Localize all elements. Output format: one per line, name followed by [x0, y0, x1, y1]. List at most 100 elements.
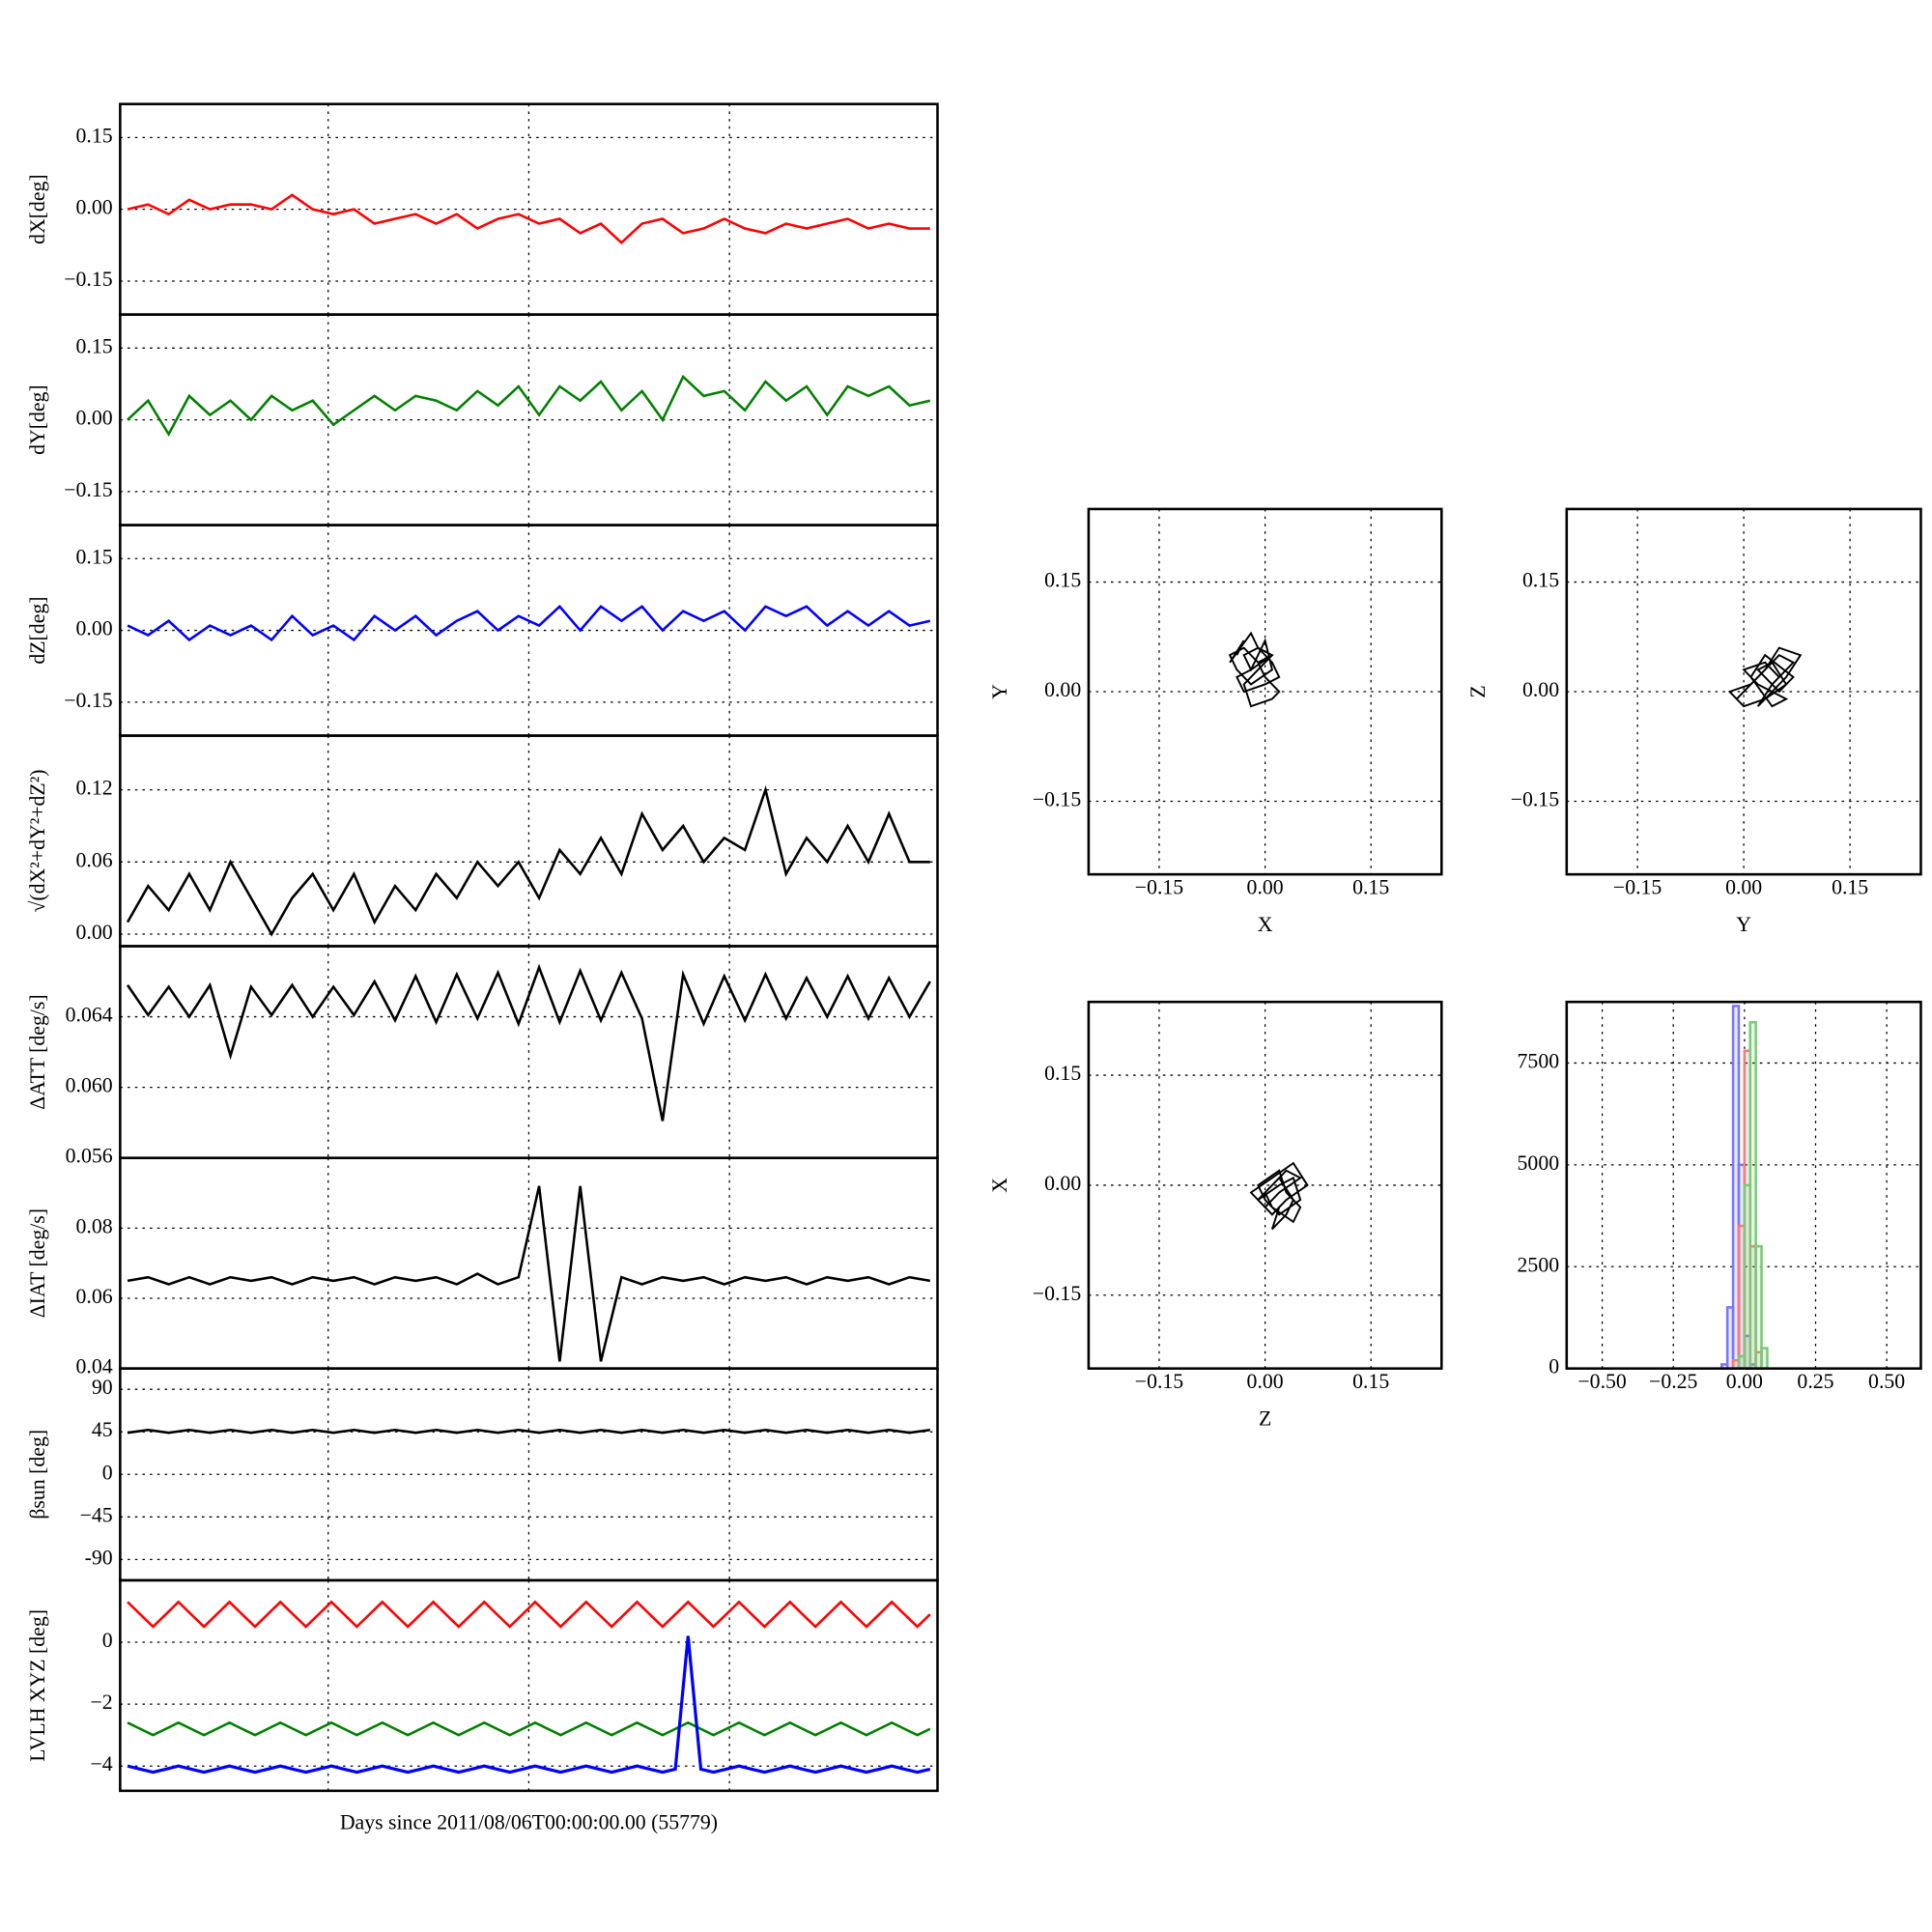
- y-axis-label: √(dX²+dY²+dZ²): [26, 769, 49, 912]
- series-line: [126, 963, 931, 1122]
- x-tick-label: 0.00: [1247, 1370, 1284, 1393]
- series-line: [127, 1720, 931, 1737]
- x-tick-label: 0.00: [1726, 1370, 1763, 1393]
- y-axis-label: dZ[deg]: [26, 596, 49, 664]
- x-tick-label: 0.15: [1352, 1370, 1389, 1393]
- y-tick-label: 0.00: [1044, 1172, 1081, 1195]
- x-tick-label: 0.50: [1868, 1370, 1905, 1393]
- y-tick-label: 0.056: [66, 1145, 113, 1168]
- x-tick-label: 0.00: [1247, 876, 1284, 899]
- panel: 0.00 0.06 0.12 √(dX²+dY²+dZ²): [26, 734, 939, 948]
- panel: −0.15 0.00 0.15 dY[deg]: [26, 313, 939, 526]
- y-tick-label: −0.15: [64, 478, 113, 501]
- x-tick-label: 0.25: [1797, 1370, 1833, 1393]
- panel: −0.15 0.00 0.15 −0.15 0.00 0.15 Z X: [988, 1000, 1443, 1431]
- y-axis-label: Z: [1466, 685, 1490, 697]
- y-tick-label: 0.00: [76, 196, 113, 219]
- panel: −0.15 0.00 0.15 dX[deg]: [26, 102, 939, 316]
- y-tick-label: 0.15: [1044, 1062, 1081, 1085]
- panel: −0.15 0.00 0.15 dZ[deg]: [26, 524, 939, 737]
- y-tick-label: −0.15: [64, 689, 113, 712]
- y-tick-label: -90: [85, 1546, 113, 1569]
- series-line: [127, 374, 931, 438]
- plot-frame: [1087, 507, 1443, 876]
- scatter-trace: [1249, 1161, 1309, 1231]
- x-tick-label: 0.15: [1832, 876, 1868, 899]
- y-tick-label: −0.15: [1033, 1282, 1082, 1305]
- series-line: [127, 604, 931, 642]
- x-tick-label: −0.15: [1613, 876, 1662, 899]
- series-line: [127, 1185, 931, 1362]
- y-tick-label: 0.06: [76, 1285, 113, 1308]
- y-tick-label: 0.06: [76, 848, 113, 871]
- x-tick-label: −0.50: [1577, 1370, 1627, 1393]
- x-tick-label: 0.15: [1352, 876, 1389, 899]
- y-tick-label: 0: [1548, 1355, 1559, 1378]
- y-tick-label: −0.15: [1511, 787, 1560, 810]
- y-tick-label: 0.00: [1522, 678, 1559, 701]
- x-tick-label: −0.15: [1135, 876, 1184, 899]
- y-axis-label: dX[deg]: [26, 174, 49, 244]
- y-tick-label: 0.00: [1044, 678, 1081, 701]
- y-tick-label: 0.064: [66, 1004, 113, 1027]
- plot-frame: [119, 1578, 939, 1793]
- x-tick-label: 0.00: [1725, 876, 1762, 899]
- x-axis-label: Days since 2011/08/06T00:00:00.00 (55779…: [340, 1810, 718, 1833]
- y-axis-label: X: [988, 1178, 1011, 1193]
- x-tick-label: −0.15: [1135, 1370, 1184, 1393]
- y-tick-label: −0.15: [64, 268, 113, 291]
- y-tick-label: 0.15: [76, 545, 113, 568]
- y-tick-label: 0.15: [1522, 569, 1559, 592]
- y-tick-label: 0: [102, 1461, 113, 1484]
- y-tick-label: 0.08: [76, 1214, 113, 1237]
- y-tick-label: 0.12: [76, 777, 113, 800]
- x-axis-label: X: [1258, 913, 1273, 936]
- y-tick-label: −2: [90, 1690, 112, 1714]
- y-tick-label: 5000: [1518, 1151, 1560, 1175]
- y-axis-label: dY[deg]: [26, 384, 49, 455]
- y-tick-label: 0: [102, 1629, 113, 1652]
- panel: −0.15 0.00 0.15 −0.15 0.00 0.15 Y Z: [1466, 507, 1922, 936]
- y-tick-label: 0.00: [76, 617, 113, 640]
- panel: 0.056 0.060 0.064 ΔATT [deg/s]: [26, 945, 939, 1168]
- y-tick-label: 0.00: [76, 407, 113, 430]
- y-tick-label: −0.15: [1033, 787, 1082, 810]
- y-axis-label: ΔIAT [deg/s]: [26, 1208, 49, 1318]
- y-tick-label: 0.04: [76, 1355, 113, 1378]
- y-axis-label: Y: [988, 684, 1011, 699]
- series-line: [127, 1428, 930, 1435]
- panel: -90 −45 0 45 90 βsun [deg]: [26, 1367, 939, 1582]
- y-tick-label: 0.060: [66, 1074, 113, 1097]
- y-tick-label: 2500: [1518, 1253, 1560, 1276]
- x-axis-label: Z: [1259, 1407, 1271, 1431]
- scatter-trace: [1727, 646, 1803, 708]
- series-line: [127, 1600, 931, 1629]
- y-axis-label: βsun [deg]: [26, 1430, 49, 1520]
- y-tick-label: 0.15: [76, 124, 113, 147]
- plot-frame: [1087, 1000, 1443, 1370]
- y-axis-label: LVLH XYZ [deg]: [26, 1609, 49, 1762]
- y-tick-label: 0.15: [1044, 569, 1081, 592]
- panel: −0.15 0.00 0.15 −0.15 0.00 0.15 X Y: [988, 507, 1443, 936]
- panel: 0.04 0.06 0.08 ΔIAT [deg/s]: [26, 1156, 939, 1378]
- series-line: [127, 1635, 931, 1775]
- y-tick-label: −45: [80, 1503, 113, 1526]
- series-line: [127, 193, 930, 245]
- y-tick-label: 0.00: [76, 921, 113, 944]
- x-axis-label: Y: [1736, 913, 1751, 936]
- y-tick-label: 90: [92, 1376, 113, 1399]
- y-tick-label: 45: [92, 1418, 113, 1441]
- histogram-bar: [1760, 1347, 1769, 1370]
- x-tick-label: −0.25: [1649, 1370, 1698, 1393]
- y-tick-label: 7500: [1518, 1049, 1560, 1072]
- series-line: [126, 784, 930, 937]
- panel: −4 −2 0 LVLH XYZ [deg] Days since 2011/08/06…: [26, 1578, 939, 1833]
- panel: 0 2500 5000 7500 −0.50 −0.25 0.00 0.25 0.50: [1518, 1000, 1922, 1393]
- y-tick-label: 0.15: [76, 334, 113, 357]
- plot-frame: [1565, 507, 1922, 876]
- y-tick-label: −4: [90, 1752, 112, 1776]
- scatter-trace: [1228, 631, 1281, 708]
- y-axis-label: ΔATT [deg/s]: [26, 994, 49, 1109]
- plot-frame: [1565, 1000, 1922, 1370]
